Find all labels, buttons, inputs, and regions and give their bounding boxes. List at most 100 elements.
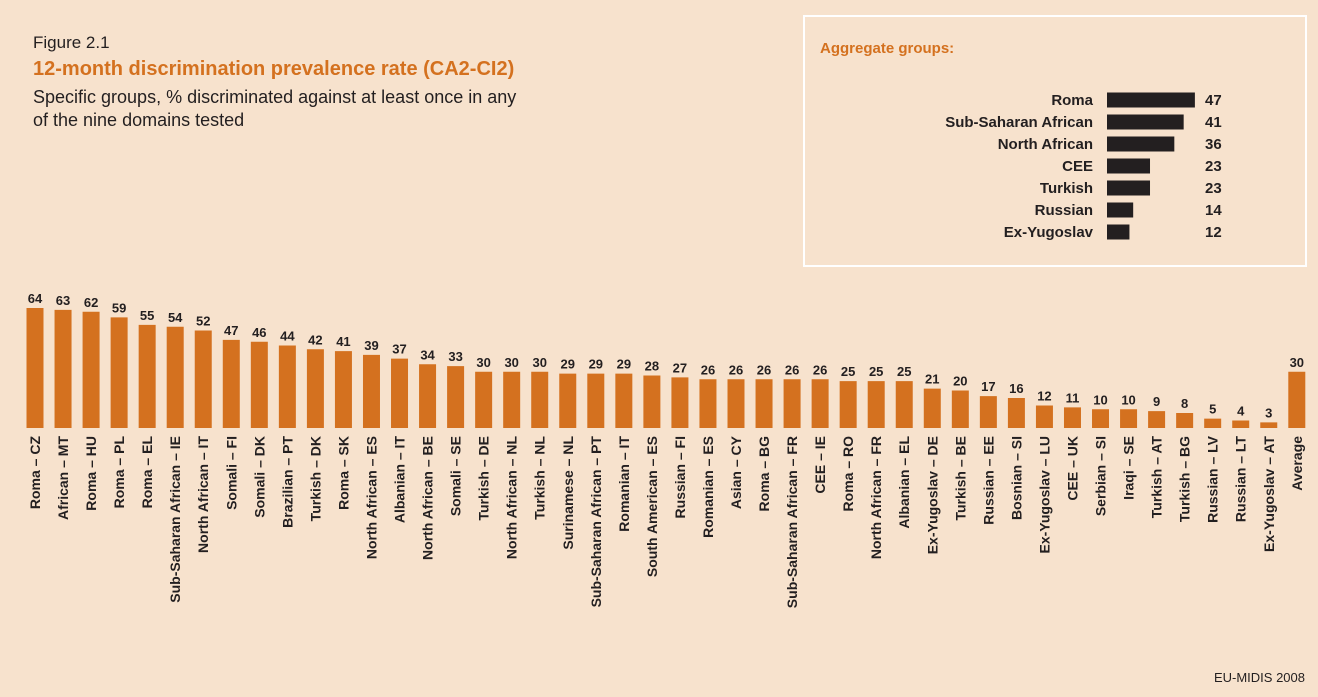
- x-tick-label: North African – NL: [504, 436, 520, 560]
- value-label: 30: [476, 355, 490, 370]
- value-label: 29: [617, 357, 631, 372]
- value-label: 47: [224, 323, 238, 338]
- bar: [951, 390, 969, 428]
- x-tick-label: Roma – CZ: [27, 436, 43, 510]
- x-tick-label: Ex-Yugoslav – AT: [1261, 436, 1277, 552]
- value-label: 30: [532, 355, 546, 370]
- value-label: 26: [729, 362, 743, 377]
- value-label: 33: [448, 349, 462, 364]
- bar: [110, 317, 128, 428]
- bar: [1107, 136, 1175, 152]
- subtitle: Specific groups, % discriminated against…: [33, 87, 516, 107]
- value-label: 41: [1205, 114, 1222, 131]
- category-label: Russian: [1035, 202, 1093, 219]
- value-label: 14: [1205, 202, 1222, 219]
- x-tick-label: Romanian – ES: [700, 436, 716, 538]
- value-label: 25: [897, 364, 911, 379]
- value-label: 64: [28, 291, 43, 306]
- bar: [587, 373, 605, 428]
- x-tick-label: Sub-Saharan African – PT: [588, 436, 604, 608]
- x-tick-label: Albanian – IT: [392, 436, 408, 524]
- x-tick-label: Sub-Saharan African – FR: [784, 436, 800, 608]
- value-label: 29: [589, 357, 603, 372]
- value-label: 62: [84, 295, 98, 310]
- bar: [1148, 411, 1166, 428]
- figure-number: Figure 2.1: [33, 33, 110, 52]
- bar: [1107, 158, 1151, 174]
- bar: [895, 381, 913, 428]
- x-tick-label: North African – ES: [363, 436, 379, 559]
- bar: [811, 379, 829, 428]
- bar: [839, 381, 857, 428]
- x-tick-label: Brazilian – PT: [279, 436, 295, 528]
- value-label: 9: [1153, 394, 1160, 409]
- bar: [278, 345, 296, 428]
- source: EU-MIDIS 2008: [1214, 670, 1305, 685]
- value-label: 26: [785, 362, 799, 377]
- x-tick-label: Serbian – SI: [1093, 436, 1109, 516]
- value-label: 20: [953, 374, 967, 389]
- value-label: 63: [56, 293, 70, 308]
- x-tick-label: Somali – DK: [251, 436, 267, 518]
- x-tick-label: Turkish – AT: [1149, 436, 1165, 519]
- x-tick-label: Roma – EL: [139, 436, 155, 509]
- bar: [166, 326, 184, 428]
- value-label: 25: [841, 364, 855, 379]
- bar: [923, 388, 941, 428]
- bar: [419, 364, 437, 428]
- bar: [82, 311, 100, 428]
- bar: [26, 308, 44, 428]
- bar: [334, 351, 352, 428]
- bar: [1107, 202, 1134, 218]
- x-tick-label: North African – FR: [868, 436, 884, 559]
- x-tick-label: Roma – HU: [83, 436, 99, 511]
- bar: [54, 309, 72, 428]
- value-label: 12: [1205, 224, 1222, 241]
- bar: [1107, 224, 1130, 240]
- value-label: 12: [1037, 389, 1051, 404]
- value-label: 39: [364, 338, 378, 353]
- bar: [615, 373, 633, 428]
- value-label: 3: [1265, 405, 1272, 420]
- x-tick-label: Russian – LV: [1205, 435, 1221, 523]
- category-label: Roma: [1051, 92, 1093, 109]
- bar: [447, 366, 465, 428]
- value-label: 36: [1205, 136, 1222, 153]
- inset-frame: [803, 15, 1307, 267]
- x-tick-label: Somali – SE: [448, 436, 464, 516]
- x-tick-label: Ex-Yugoslav – LU: [1036, 436, 1052, 553]
- value-label: 34: [420, 347, 435, 362]
- value-label: 17: [981, 379, 995, 394]
- bar: [783, 379, 801, 428]
- bar: [755, 379, 773, 428]
- value-label: 30: [1290, 355, 1304, 370]
- x-tick-label: Surinamese – NL: [560, 436, 576, 550]
- value-label: 37: [392, 342, 406, 357]
- value-label: 46: [252, 325, 266, 340]
- x-tick-label: Roma – BG: [756, 436, 772, 512]
- value-label: 59: [112, 300, 126, 315]
- x-tick-label: Roma – RO: [840, 436, 856, 512]
- value-label: 25: [869, 364, 883, 379]
- value-label: 8: [1181, 396, 1188, 411]
- chart-title: 12-month discrimination prevalence rate …: [33, 58, 514, 80]
- bar: [1107, 114, 1184, 130]
- bar: [1092, 409, 1110, 428]
- bar: [1063, 407, 1081, 428]
- bar: [1120, 409, 1138, 428]
- x-tick-label: CEE – UK: [1064, 436, 1080, 501]
- bar: [671, 377, 689, 428]
- value-label: 23: [1205, 158, 1222, 175]
- category-label: CEE: [1062, 158, 1093, 175]
- bar: [194, 330, 212, 428]
- x-tick-label: Albanian – EL: [896, 436, 912, 529]
- value-label: 16: [1009, 381, 1023, 396]
- value-label: 28: [645, 359, 659, 374]
- value-label: 10: [1093, 392, 1107, 407]
- value-label: 41: [336, 334, 350, 349]
- x-tick-label: CEE – IE: [812, 436, 828, 494]
- bar: [1107, 180, 1151, 196]
- bar: [138, 324, 156, 428]
